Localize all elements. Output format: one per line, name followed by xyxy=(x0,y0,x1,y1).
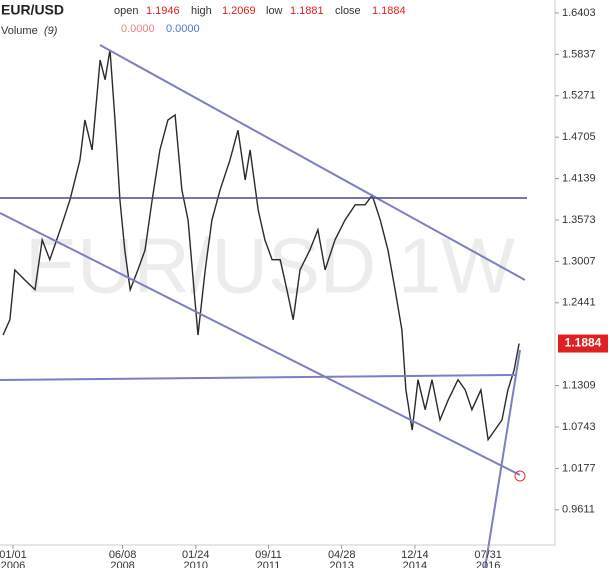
x-tick-label: 09/11 xyxy=(255,549,282,561)
anchor-circle xyxy=(514,470,526,482)
y-tick-label: 1.0743 xyxy=(562,421,596,433)
y-tick-label: 1.5271 xyxy=(562,90,596,102)
y-tick-label: 1.3573 xyxy=(562,214,596,226)
y-tick-label: 0.9611 xyxy=(562,504,595,516)
ohlc-label: low xyxy=(266,5,283,17)
y-tick-label: 1.6403 xyxy=(562,7,596,19)
trend-line xyxy=(484,349,521,568)
ohlc-label: high xyxy=(191,5,212,17)
volume-value: 0.0000 xyxy=(166,23,200,35)
y-tick-label: 1.5837 xyxy=(562,48,596,60)
x-tick-sublabel: 2006 xyxy=(1,560,25,568)
volume-label: Volume xyxy=(1,25,38,37)
ohlc-label: close xyxy=(335,5,361,17)
x-tick-label: 06/08 xyxy=(109,549,137,561)
x-tick-sublabel: 2008 xyxy=(110,560,134,568)
volume-value: 0.0000 xyxy=(121,23,155,35)
price-line xyxy=(2,49,520,442)
x-tick-sublabel: 2010 xyxy=(184,560,208,568)
x-tick-label: 07/31 xyxy=(474,549,502,561)
y-tick-label: 1.2441 xyxy=(562,297,596,309)
trend-line xyxy=(0,212,521,476)
x-tick-sublabel: 2016 xyxy=(476,560,500,568)
y-tick-label: 1.3007 xyxy=(562,255,596,267)
volume-period: (9) xyxy=(44,25,58,37)
ohlc-value: 1.1881 xyxy=(290,5,324,17)
watermark: EUR/USD 1W xyxy=(25,222,515,310)
ohlc-value: 1.2069 xyxy=(222,5,256,17)
x-tick-label: 04/28 xyxy=(328,549,356,561)
x-tick-label: 01/24 xyxy=(182,549,210,561)
last-price-box xyxy=(558,334,608,353)
trend-line xyxy=(99,44,526,281)
y-tick-label: 1.1309 xyxy=(562,380,596,392)
ohlc-label: open xyxy=(114,5,138,17)
x-tick-label: 01/01 xyxy=(0,549,27,561)
ohlc-value: 1.1884 xyxy=(372,5,406,17)
trend-line xyxy=(0,374,516,381)
ohlc-value: 1.1946 xyxy=(146,5,180,17)
y-tick-label: 1.0177 xyxy=(562,462,596,474)
last-price-label: 1.1884 xyxy=(565,336,602,350)
y-tick-label: 1.4139 xyxy=(562,172,596,184)
x-tick-sublabel: 2014 xyxy=(403,560,427,568)
x-tick-sublabel: 2013 xyxy=(329,560,353,568)
x-tick-label: 12/14 xyxy=(401,549,429,561)
x-tick-sublabel: 2011 xyxy=(257,560,281,568)
symbol: EUR/USD xyxy=(1,2,64,18)
y-tick-label: 1.4705 xyxy=(562,131,596,143)
